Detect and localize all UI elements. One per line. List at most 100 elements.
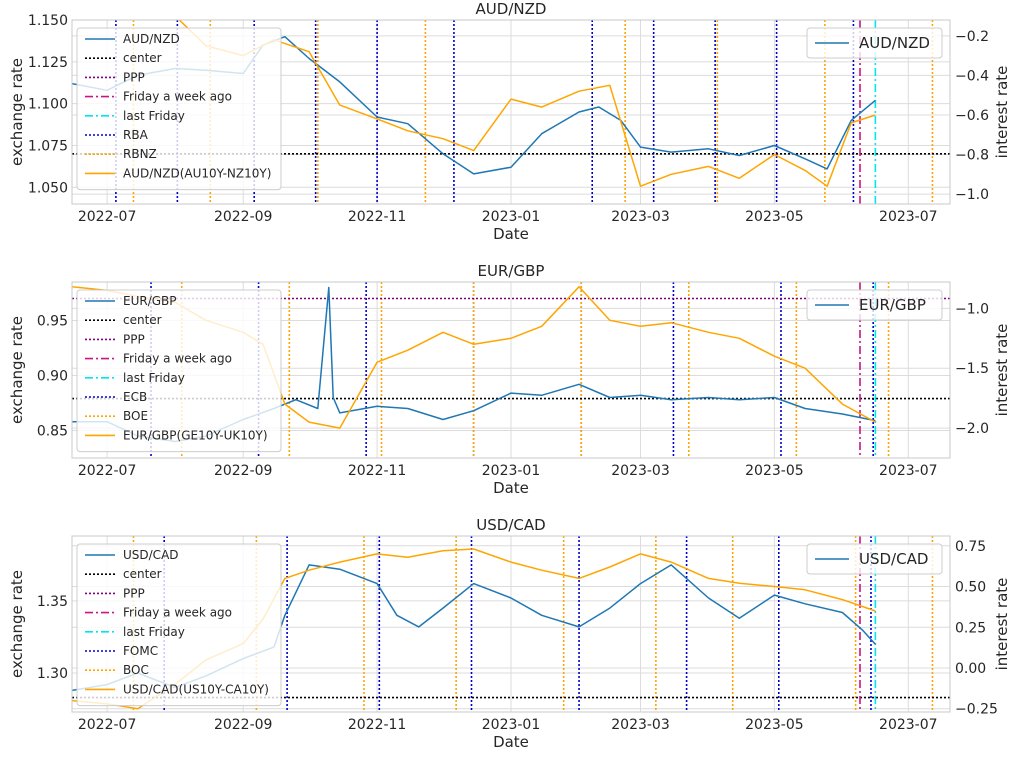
legend-entry: AUD/NZD <box>123 32 180 46</box>
legend-entry: FOMC <box>123 644 158 658</box>
legend-right-box <box>806 27 943 59</box>
x-tick-label: 2022-07 <box>78 717 137 733</box>
legend-left: USD/CAD center PPP Friday a week ago last Fr… <box>76 543 282 707</box>
legend-left-box <box>76 543 282 707</box>
legend-entry: USD/CAD <box>123 548 179 562</box>
y2-tick-label: 0.75 <box>955 539 986 555</box>
legend-entry: center <box>123 567 162 581</box>
legend-entry: last Friday <box>123 371 185 385</box>
legend-right: AUD/NZD <box>806 27 943 59</box>
y2-tick-label: −0.6 <box>955 108 989 124</box>
legend-entry: Friday a week ago <box>123 90 232 104</box>
chart-panel: AUD/NZD 2022-07 2022-09 2022-11 2023-01 2023-… <box>8 0 1011 243</box>
chart-title: EUR/GBP <box>478 262 545 280</box>
chart-panel: EUR/GBP 2022-07 2022-09 2022-11 2023-01 2023-… <box>8 262 1011 497</box>
x-tick-label: 2022-07 <box>78 463 137 479</box>
plot-frame <box>71 281 951 459</box>
legend-right-box <box>806 543 943 575</box>
legend-right: EUR/GBP <box>806 289 943 321</box>
legend-entry: RBA <box>123 128 149 142</box>
y2-tick-label: −0.2 <box>955 29 989 45</box>
y2-axis-label: interest rate <box>993 578 1011 671</box>
legend-left-box <box>76 289 282 453</box>
legend-entry: last Friday <box>123 625 185 639</box>
y-tick-label: 0.85 <box>37 424 68 440</box>
x-tick-label: 2023-05 <box>745 717 804 733</box>
y-tick-label: 0.90 <box>37 369 68 385</box>
x-tick-label: 2023-03 <box>611 717 670 733</box>
y2-tick-label: 0.50 <box>955 580 986 596</box>
y-axis-label: exchange rate <box>8 316 26 424</box>
y-tick-label: 1.150 <box>28 13 68 29</box>
legend-entry: USD/CAD <box>859 550 928 568</box>
legend-entry: Friday a week ago <box>123 606 232 620</box>
x-tick-label: 2023-07 <box>879 717 938 733</box>
x-tick-label: 2023-03 <box>611 463 670 479</box>
chart-panel: USD/CAD 2022-07 2022-09 2022-11 2023-01 2023-… <box>8 516 1011 751</box>
legend-entry: EUR/GBP <box>123 294 177 308</box>
y-tick-label: 1.100 <box>28 97 68 113</box>
legend-right-box <box>806 289 943 321</box>
y-tick-label: 1.125 <box>28 55 68 71</box>
y-axis-label: exchange rate <box>8 58 26 166</box>
x-tick-label: 2022-07 <box>78 209 137 225</box>
legend-entry: ECB <box>123 390 147 404</box>
x-tick-label: 2023-01 <box>482 209 541 225</box>
x-tick-label: 2023-01 <box>482 717 541 733</box>
legend-left-box <box>76 27 282 191</box>
y2-tick-label: −0.4 <box>955 68 989 84</box>
legend-right: USD/CAD <box>806 543 943 575</box>
legend-entry: PPP <box>123 332 145 346</box>
legend-entry: EUR/GBP <box>859 296 926 314</box>
x-tick-label: 2023-07 <box>879 209 938 225</box>
y2-tick-label: −1.0 <box>955 301 989 317</box>
y2-axis-label: interest rate <box>993 66 1011 159</box>
plot-frame <box>71 535 951 713</box>
x-tick-label: 2023-03 <box>611 209 670 225</box>
x-tick-label: 2022-09 <box>214 209 273 225</box>
y-tick-label: 1.050 <box>28 180 68 196</box>
x-axis-label: Date <box>493 733 529 751</box>
x-axis-label: Date <box>493 225 529 243</box>
x-tick-label: 2022-11 <box>348 463 407 479</box>
y2-tick-label: −0.8 <box>955 148 989 164</box>
legend-entry: last Friday <box>123 109 185 123</box>
x-tick-label: 2023-05 <box>745 463 804 479</box>
legend-entry: center <box>123 51 162 65</box>
legend-entry: AUD/NZD(AU10Y-NZ10Y) <box>123 166 271 180</box>
x-tick-label: 2022-09 <box>214 463 273 479</box>
y2-tick-label: −1.5 <box>955 361 989 377</box>
legend-entry: BOE <box>123 409 148 423</box>
y2-tick-label: −1.0 <box>955 187 989 203</box>
legend-entry: RBNZ <box>123 147 157 161</box>
legend-entry: PPP <box>123 586 145 600</box>
x-tick-label: 2023-05 <box>745 209 804 225</box>
y2-tick-label: 0.00 <box>955 661 986 677</box>
x-tick-label: 2023-01 <box>482 463 541 479</box>
y-tick-label: 0.95 <box>37 314 68 330</box>
legend-entry: center <box>123 313 162 327</box>
chart-title: USD/CAD <box>476 516 545 534</box>
legend-entry: BOC <box>123 663 149 677</box>
y-axis-label: exchange rate <box>8 570 26 678</box>
legend-entry: USD/CAD(US10Y-CA10Y) <box>123 682 269 696</box>
chart-title: AUD/NZD <box>476 0 547 18</box>
legend-entry: PPP <box>123 70 145 84</box>
x-tick-label: 2023-07 <box>879 463 938 479</box>
x-tick-label: 2022-11 <box>348 717 407 733</box>
y-tick-label: 1.30 <box>37 666 68 682</box>
legend-left: EUR/GBP center PPP Friday a week ago last Fr… <box>76 289 282 453</box>
x-axis-label: Date <box>493 479 529 497</box>
y-tick-label: 1.075 <box>28 138 68 154</box>
y2-tick-label: 0.25 <box>955 620 986 636</box>
plot-frame <box>71 19 951 205</box>
legend-entry: AUD/NZD <box>859 34 930 52</box>
legend-entry: EUR/GBP(GE10Y-UK10Y) <box>123 428 268 442</box>
legend-left: AUD/NZD center PPP Friday a week ago last Fr… <box>76 27 282 191</box>
y2-tick-label: −0.25 <box>955 702 998 718</box>
legend-entry: Friday a week ago <box>123 352 232 366</box>
y2-axis-label: interest rate <box>993 324 1011 417</box>
y-tick-label: 1.35 <box>37 594 68 610</box>
